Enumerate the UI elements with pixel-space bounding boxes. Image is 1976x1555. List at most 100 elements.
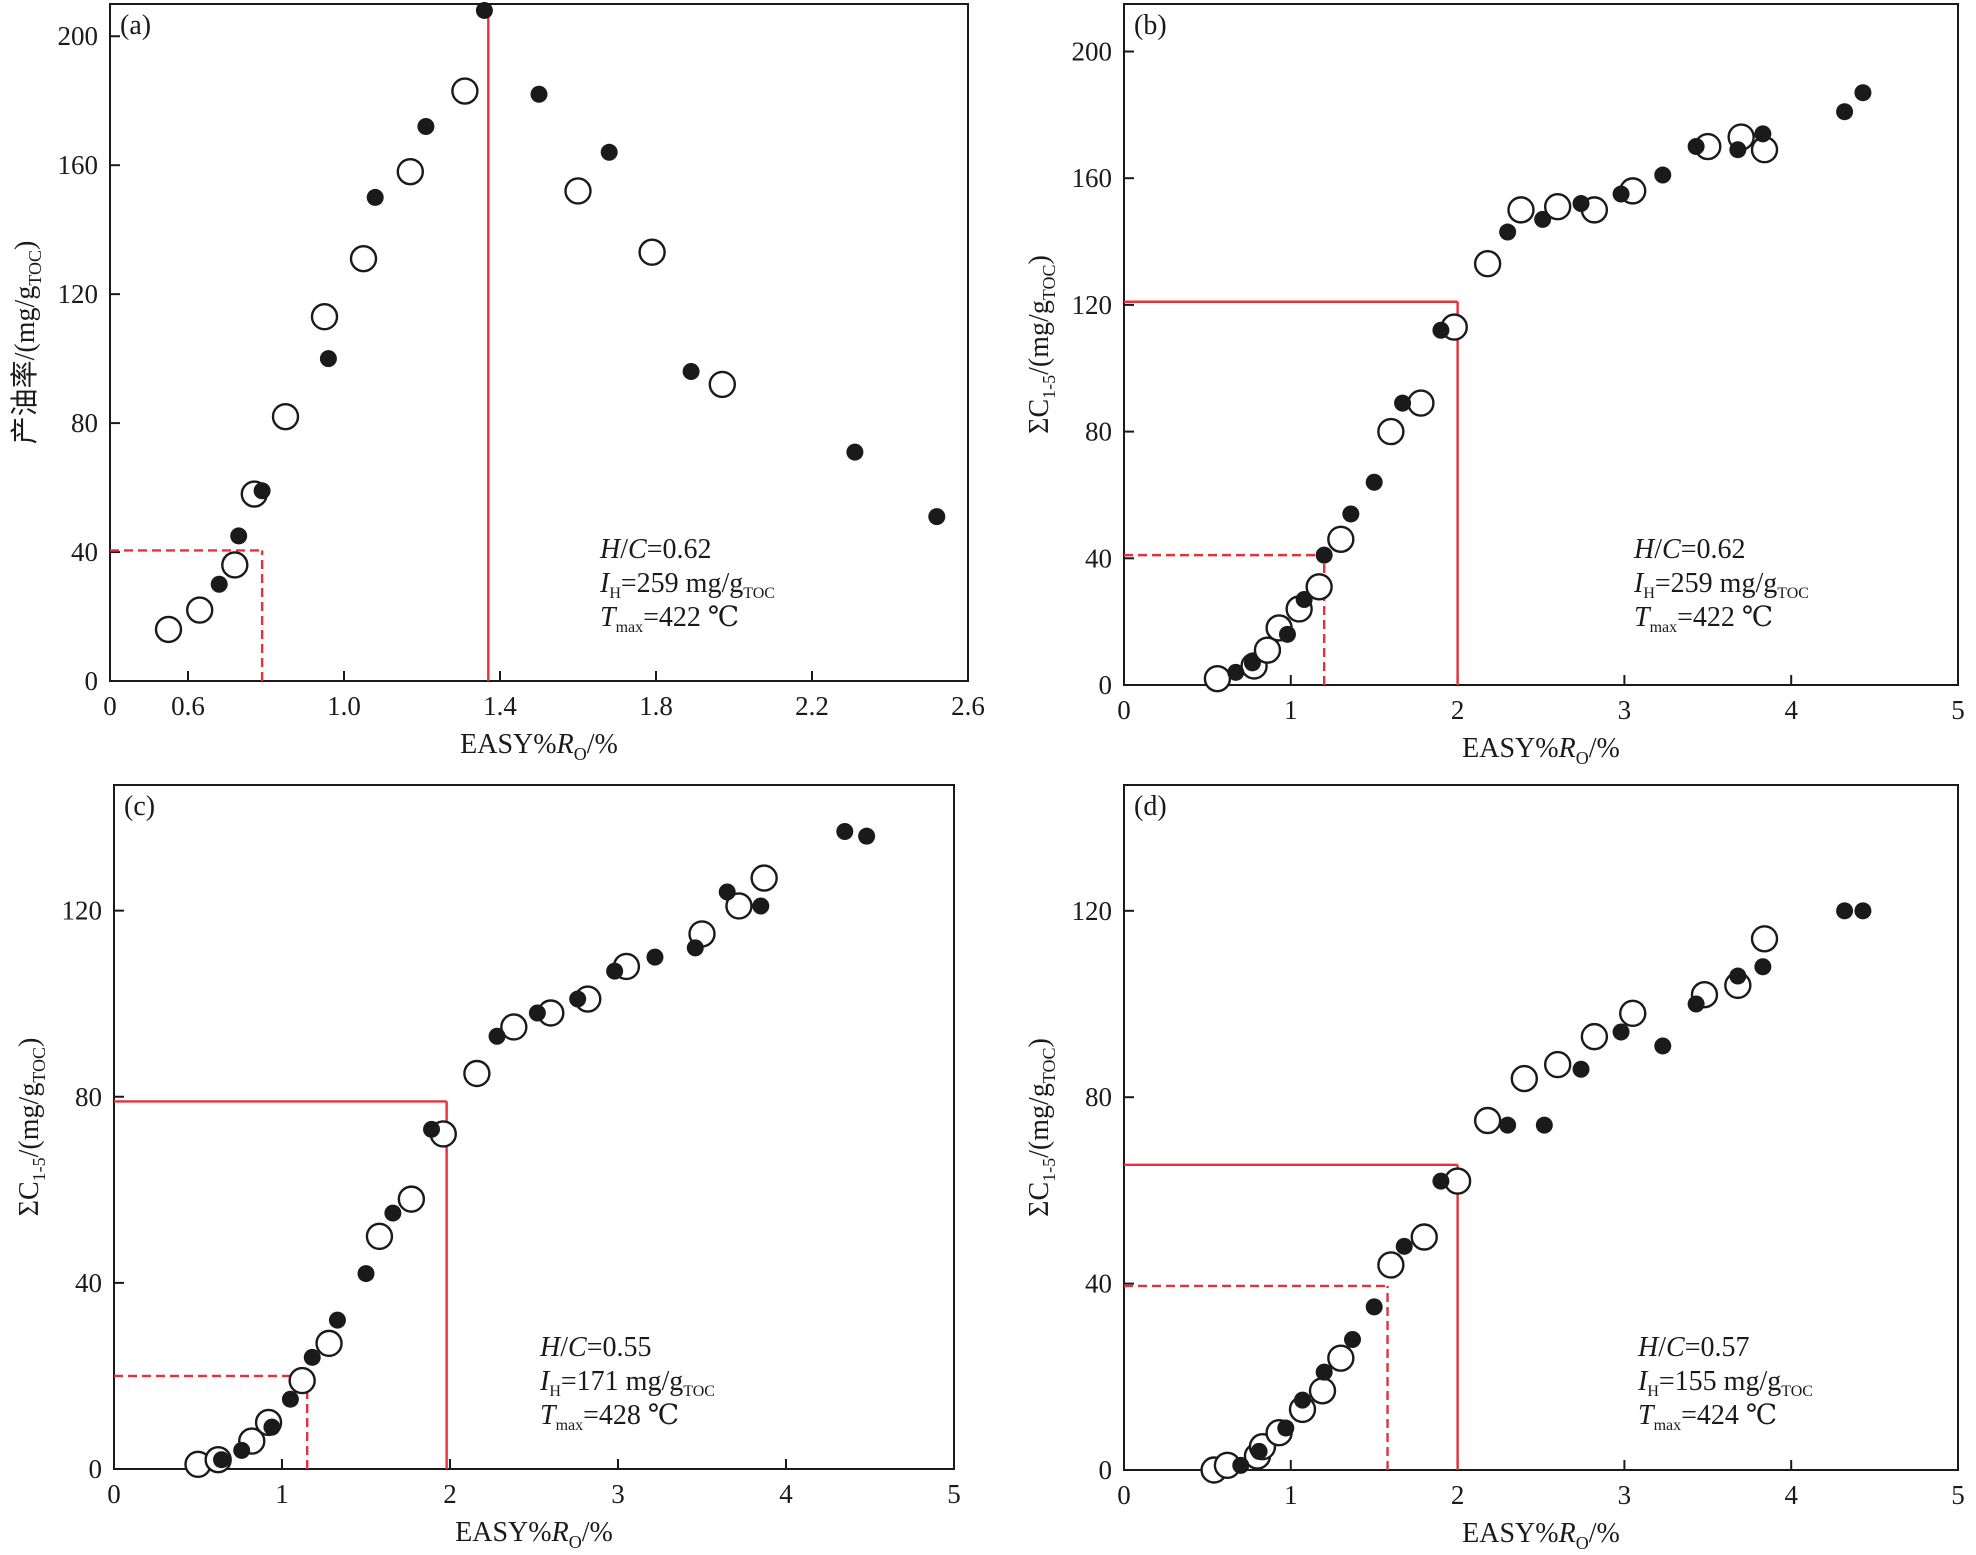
filled-circle-point [1499, 223, 1517, 241]
open-circle-point [397, 1185, 426, 1213]
filled-circle-point [253, 482, 271, 500]
y-tick-label: 0 [85, 666, 99, 696]
filled-circle-point [263, 1418, 281, 1436]
filled-circle-point [1315, 1363, 1333, 1381]
y-axis-label: ΣC1-5/(mg/gTOC) [1024, 1038, 1059, 1217]
filled-circle-point [1432, 321, 1450, 339]
filled-circle-point [600, 143, 618, 161]
y-tick-label: 120 [1072, 896, 1113, 926]
filled-circle-point [1854, 902, 1872, 920]
x-tick-label: 5 [947, 1479, 961, 1509]
open-circle-point [1507, 196, 1535, 224]
filled-circle-point [1687, 995, 1705, 1013]
filled-circle-point [1836, 103, 1854, 121]
x-axis-label: EASY%RO/% [460, 729, 618, 764]
y-tick-label: 0 [1099, 1455, 1113, 1485]
open-circle-point [1473, 1106, 1502, 1135]
annotation-ih: IH=155 mg/gTOC [1637, 1366, 1813, 1400]
x-tick-label: 2.6 [951, 691, 985, 721]
x-tick-label: 0 [103, 691, 117, 721]
filled-circle-point [1687, 138, 1705, 156]
filled-circle-point [488, 1027, 506, 1045]
filled-circle-point [530, 85, 548, 103]
filled-circle-point [752, 897, 770, 915]
open-circle-point [1510, 1064, 1539, 1093]
y-tick-label: 120 [1072, 290, 1113, 320]
filled-circle-point [569, 990, 587, 1008]
x-tick-label: 1.4 [483, 691, 517, 721]
x-tick-label: 4 [1784, 1480, 1798, 1510]
y-tick-label: 40 [71, 537, 98, 567]
x-tick-label: 1 [275, 1479, 289, 1509]
panel-label: (c) [124, 791, 155, 822]
annotation-ih: IH=171 mg/gTOC [539, 1366, 715, 1400]
panel-label: (b) [1134, 10, 1167, 41]
filled-circle-point [646, 948, 664, 966]
filled-circle-point [1395, 1237, 1413, 1255]
filled-circle-point [1250, 1442, 1268, 1460]
filled-circle-point [1654, 166, 1672, 184]
open-circle-point [1410, 1223, 1438, 1251]
filled-circle-point [1534, 210, 1552, 228]
filled-circle-point [1612, 1023, 1630, 1041]
filled-circle-point [846, 443, 864, 461]
open-circle-point [396, 157, 424, 186]
filled-circle-point [475, 1, 493, 19]
filled-circle-point [319, 350, 337, 368]
y-tick-label: 40 [1085, 543, 1112, 573]
x-tick-label: 3 [1618, 1480, 1632, 1510]
filled-circle-point [1754, 125, 1772, 143]
open-circle-point [365, 1222, 394, 1251]
filled-circle-point [1654, 1037, 1672, 1055]
filled-circle-point [1499, 1116, 1517, 1134]
filled-circle-point [1342, 505, 1360, 523]
annotation-ih: IH=259 mg/gTOC [599, 568, 775, 602]
filled-circle-point [230, 527, 248, 545]
open-circle-point [1305, 573, 1333, 601]
y-tick-label: 80 [1085, 1082, 1112, 1112]
open-circle-point [1543, 193, 1572, 221]
x-tick-label: 2 [443, 1479, 457, 1509]
filled-circle-point [233, 1441, 251, 1459]
open-circle-point [708, 370, 736, 399]
annotation-tmax: Tmax=422 ℃ [600, 602, 739, 636]
filled-circle-point [836, 823, 854, 841]
y-tick-label: 200 [1072, 37, 1113, 67]
x-axis-label: EASY%RO/% [455, 1517, 613, 1552]
open-circle-point [154, 615, 183, 644]
x-tick-label: 0 [1117, 1480, 1131, 1510]
annotation-hc: H/C=0.57 [1637, 1332, 1750, 1363]
open-circle-point [1308, 1377, 1337, 1405]
open-circle-point [1407, 389, 1435, 417]
filled-circle-point [1729, 967, 1747, 985]
open-circle-point [1377, 417, 1405, 446]
open-circle-point [1327, 1344, 1355, 1372]
y-tick-label: 0 [89, 1454, 103, 1484]
filled-circle-point [1572, 195, 1590, 213]
x-axis-label: EASY%RO/% [1462, 1518, 1620, 1553]
chart-panel-a: 0 0.6 1.0 1.4 1.8 2.2 2.6 0 40 80 120 160 200 (a) EASY… [9, 1, 985, 764]
x-tick-label: 5 [1951, 695, 1965, 725]
y-tick-label: 160 [1072, 163, 1113, 193]
open-circle-point [1253, 636, 1282, 664]
filled-circle-point [357, 1265, 375, 1283]
filled-circle-point [606, 962, 624, 980]
open-circle-point [463, 1059, 491, 1088]
chart-panel-b: 0 1 2 3 4 5 0 40 80 120 160 200 (b) EASY%RO/% ΣC1-5/(m… [1024, 3, 1965, 768]
filled-circle-point [1227, 663, 1245, 681]
filled-circle-point [1836, 902, 1854, 920]
filled-circle-point [210, 575, 228, 593]
open-circle-point [500, 1013, 528, 1041]
annotation-tmax: Tmax=428 ℃ [540, 1400, 679, 1434]
x-tick-label: 3 [611, 1479, 625, 1509]
filled-circle-point [718, 883, 736, 901]
chart-panel-c: 0 1 2 3 4 5 0 40 80 120 (c) EASY%RO/% ΣC1-5/(mg/gTOC… [14, 784, 961, 1552]
open-circle-point [271, 402, 300, 431]
filled-circle-point [1365, 473, 1383, 491]
open-circle-point [1543, 1050, 1572, 1079]
open-circle-point [750, 864, 778, 892]
x-tick-label: 2.2 [795, 691, 829, 721]
open-circle-point [1327, 525, 1355, 553]
open-circle-point [1580, 1022, 1609, 1051]
